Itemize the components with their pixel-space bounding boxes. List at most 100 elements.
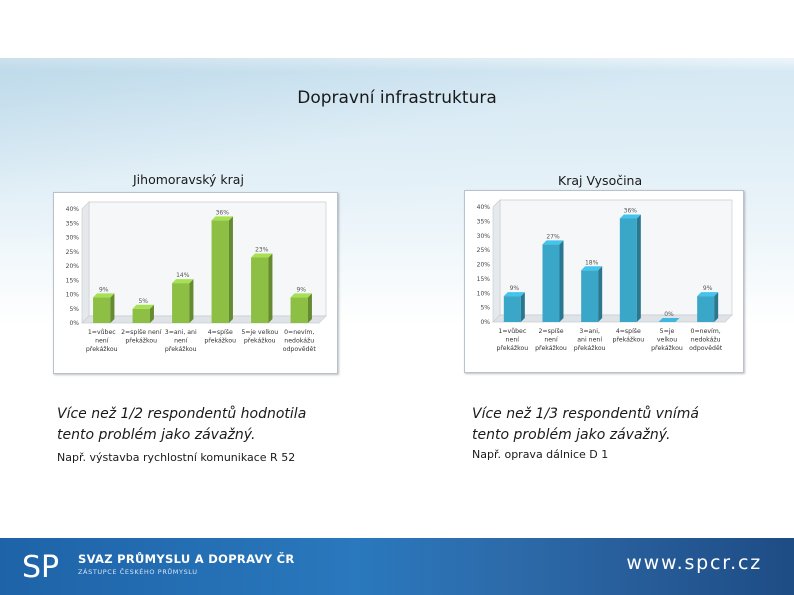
left-data-label: 9% — [99, 286, 109, 293]
left-category-label: odpovědět — [283, 345, 317, 353]
left-category-label: není — [95, 337, 109, 345]
right-bar-side — [559, 240, 564, 322]
right-category-label: nedokážu — [691, 336, 721, 344]
right-chart-svg: 0%5%10%15%20%25%30%35%40%9%1=vůbecnenípř… — [477, 199, 733, 352]
right-statement: Více než 1/3 respondentů vnímá tento pro… — [472, 404, 699, 446]
footer-bar: SP SVAZ PRŮMYSLU A DOPRAVY ČR ZÁSTUPCE Č… — [0, 538, 794, 595]
right-bar-side — [598, 266, 603, 322]
left-statement-line2: tento problém jako závažný. — [57, 427, 256, 443]
right-data-label: 27% — [546, 233, 560, 240]
left-bar-top — [172, 279, 194, 284]
left-category-label: překážkou — [86, 345, 118, 353]
right-bar — [581, 270, 599, 322]
left-bar-side — [110, 293, 115, 323]
right-category-label: 4=spíše — [616, 327, 641, 335]
left-bar-top — [93, 293, 115, 298]
left-category-label: překážkou — [165, 345, 197, 353]
left-data-label: 36% — [216, 209, 230, 216]
right-bar-top — [619, 214, 641, 219]
right-category-label: velkou — [657, 337, 677, 344]
right-ytick-label: 10% — [477, 290, 491, 297]
left-statement: Více než 1/2 respondentů hodnotila tento… — [57, 404, 306, 446]
left-category-label: 5=je velkou — [241, 329, 278, 336]
left-bar-side — [307, 293, 312, 323]
right-category-label: 3=ani, — [579, 328, 600, 335]
right-data-label: 0% — [664, 311, 674, 318]
right-bar — [697, 296, 715, 322]
left-ytick-label: 35% — [66, 220, 80, 227]
right-data-label: 9% — [703, 285, 713, 292]
right-ytick-label: 30% — [477, 233, 491, 240]
left-bar-top — [132, 304, 154, 309]
left-bar — [172, 283, 190, 323]
right-bar — [542, 244, 560, 322]
right-bar-top — [542, 240, 564, 245]
right-category-label: překážkou — [612, 336, 644, 344]
organization-tagline: ZÁSTUPCE ČESKÉHO PRŮMYSLU — [78, 568, 198, 576]
logo-mark-text: SP — [22, 550, 59, 584]
right-chart-caption: Kraj Vysočina — [558, 173, 643, 188]
right-ytick-label: 5% — [480, 305, 490, 312]
right-category-label: ani není — [577, 336, 602, 344]
right-category-label: není — [544, 336, 558, 344]
right-bar-top — [697, 292, 719, 297]
left-example: Např. výstavba rychlostní komunikace R 5… — [57, 451, 296, 464]
left-category-label: 4=spíše — [208, 328, 233, 336]
right-data-label: 36% — [624, 208, 638, 215]
left-category-label: překážkou — [244, 337, 276, 345]
right-bar-side — [636, 214, 641, 322]
right-bar-top — [503, 292, 525, 297]
right-floor — [492, 314, 733, 323]
right-bar — [658, 318, 680, 322]
left-floor — [81, 315, 327, 324]
left-bar — [290, 297, 308, 323]
right-category-label: není — [506, 336, 520, 344]
right-category-label: překážkou — [651, 344, 683, 352]
right-statement-line1: Více než 1/3 respondentů vnímá — [472, 406, 699, 422]
left-category-label: 3=ani, ani — [165, 329, 197, 336]
left-category-label: nedokážu — [284, 337, 314, 345]
right-category-label: 0=nevím, — [691, 327, 721, 335]
right-category-label: překážkou — [535, 344, 567, 352]
right-chart: 0% 5% 10% 15% 20% 25% 30% 35% 40% 9% 1=vůbec není př… — [464, 190, 744, 373]
right-ytick-label: 0% — [480, 319, 490, 326]
left-back-wall — [88, 201, 327, 317]
left-bar — [132, 308, 150, 323]
left-bar — [251, 257, 269, 323]
top-band — [0, 0, 794, 58]
left-bar — [93, 297, 111, 323]
right-bar-side — [520, 292, 525, 322]
left-bar-top — [211, 216, 233, 221]
left-category-label: překážkou — [125, 337, 157, 345]
slide-title: Dopravní infrastruktura — [297, 88, 497, 108]
left-bar-top — [290, 293, 312, 298]
right-ytick-label: 25% — [477, 247, 491, 254]
right-data-label: 9% — [510, 285, 520, 292]
left-ytick-label: 5% — [69, 306, 79, 313]
right-category-label: odpovědět — [689, 344, 723, 352]
right-side-wall — [492, 199, 501, 323]
left-category-label: 2=spíše není — [121, 328, 162, 336]
left-chart-caption: Jihomoravský kraj — [133, 172, 244, 187]
left-data-label: 14% — [176, 272, 190, 279]
right-bar — [503, 296, 521, 322]
right-example: Např. oprava dálnice D 1 — [472, 448, 609, 461]
right-ytick-label: 40% — [477, 204, 491, 211]
left-bar-side — [268, 253, 273, 323]
left-bar-top — [251, 253, 273, 258]
left-chart: 0% 5% 10% 15% 20% 25% 30% 35% 40% 9% 1=vůbec není př… — [53, 192, 338, 374]
left-bar-side — [189, 279, 194, 323]
left-ytick-label: 10% — [66, 292, 80, 299]
website-url[interactable]: www.spcr.cz — [626, 552, 762, 574]
right-bar — [619, 218, 637, 322]
right-category-label: 1=vůbec — [498, 327, 526, 335]
right-category-label: 5=je — [660, 328, 675, 335]
left-ytick-label: 0% — [69, 320, 79, 327]
left-category-label: není — [174, 337, 188, 345]
left-ytick-label: 25% — [66, 249, 80, 256]
right-statement-line2: tento problém jako závažný. — [472, 427, 671, 443]
right-bar-side — [714, 292, 719, 322]
left-bar-side — [149, 304, 154, 323]
left-chart-svg: 0%5%10%15%20%25%30%35%40%9%1=vůbecnenípř… — [66, 201, 327, 353]
right-ytick-label: 15% — [477, 276, 491, 283]
